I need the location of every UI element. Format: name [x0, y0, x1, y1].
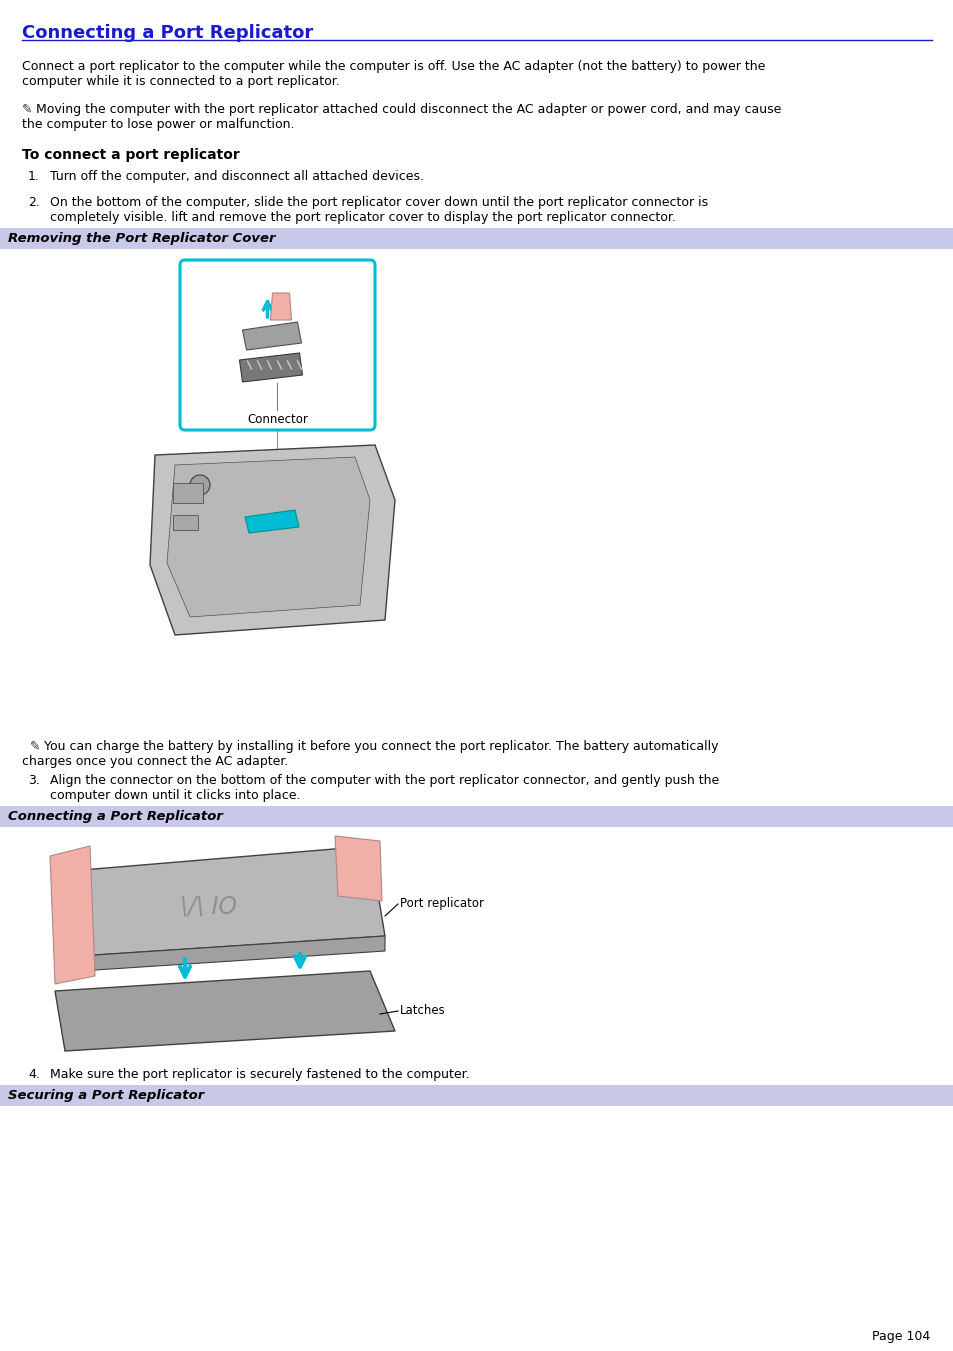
FancyBboxPatch shape	[180, 259, 375, 430]
Text: Turn off the computer, and disconnect all attached devices.: Turn off the computer, and disconnect al…	[50, 170, 423, 182]
Polygon shape	[150, 444, 395, 635]
Text: Port replicator: Port replicator	[399, 897, 483, 911]
Text: Securing a Port Replicator: Securing a Port Replicator	[8, 1089, 204, 1102]
Text: Connect a port replicator to the computer while the computer is off. Use the AC : Connect a port replicator to the compute…	[22, 59, 764, 73]
Polygon shape	[70, 846, 385, 957]
Text: computer down until it clicks into place.: computer down until it clicks into place…	[50, 789, 300, 802]
Text: 3.: 3.	[28, 774, 40, 788]
Polygon shape	[55, 971, 395, 1051]
Polygon shape	[271, 293, 292, 320]
Polygon shape	[167, 457, 370, 617]
Bar	[0, 228, 953, 249]
Text: On the bottom of the computer, slide the port replicator cover down until the po: On the bottom of the computer, slide the…	[50, 196, 707, 209]
Text: You can charge the battery by installing it before you connect the port replicat: You can charge the battery by installing…	[44, 740, 718, 753]
Text: the computer to lose power or malfunction.: the computer to lose power or malfunctio…	[22, 118, 294, 131]
Circle shape	[190, 476, 210, 494]
Text: \/\ IO: \/\ IO	[180, 894, 237, 917]
Text: 4.: 4.	[28, 1069, 40, 1081]
Polygon shape	[80, 936, 385, 971]
Text: Connector: Connector	[247, 413, 308, 426]
Text: Page 104: Page 104	[871, 1329, 929, 1343]
Text: Connecting a Port Replicator: Connecting a Port Replicator	[8, 811, 223, 823]
Text: Connecting a Port Replicator: Connecting a Port Replicator	[22, 24, 313, 42]
Bar	[0, 1085, 953, 1106]
Text: Removing the Port Replicator Cover: Removing the Port Replicator Cover	[8, 232, 275, 245]
Text: ✎: ✎	[30, 740, 40, 753]
Text: charges once you connect the AC adapter.: charges once you connect the AC adapter.	[22, 755, 288, 767]
Text: completely visible. lift and remove the port replicator cover to display the por: completely visible. lift and remove the …	[50, 211, 675, 224]
Polygon shape	[245, 509, 298, 534]
Bar	[172, 484, 203, 503]
Text: To connect a port replicator: To connect a port replicator	[22, 149, 239, 162]
Polygon shape	[242, 322, 301, 350]
Text: 2.: 2.	[28, 196, 40, 209]
Text: Make sure the port replicator is securely fastened to the computer.: Make sure the port replicator is securel…	[50, 1069, 469, 1081]
Text: 1.: 1.	[28, 170, 40, 182]
Polygon shape	[239, 353, 302, 382]
Text: Latches: Latches	[399, 1005, 445, 1017]
Polygon shape	[335, 836, 381, 901]
Text: ✎: ✎	[22, 103, 32, 116]
Text: computer while it is connected to a port replicator.: computer while it is connected to a port…	[22, 76, 339, 88]
Text: Moving the computer with the port replicator attached could disconnect the AC ad: Moving the computer with the port replic…	[36, 103, 781, 116]
Polygon shape	[50, 846, 95, 984]
Text: Align the connector on the bottom of the computer with the port replicator conne: Align the connector on the bottom of the…	[50, 774, 719, 788]
Bar	[172, 515, 198, 530]
Bar	[0, 807, 953, 827]
